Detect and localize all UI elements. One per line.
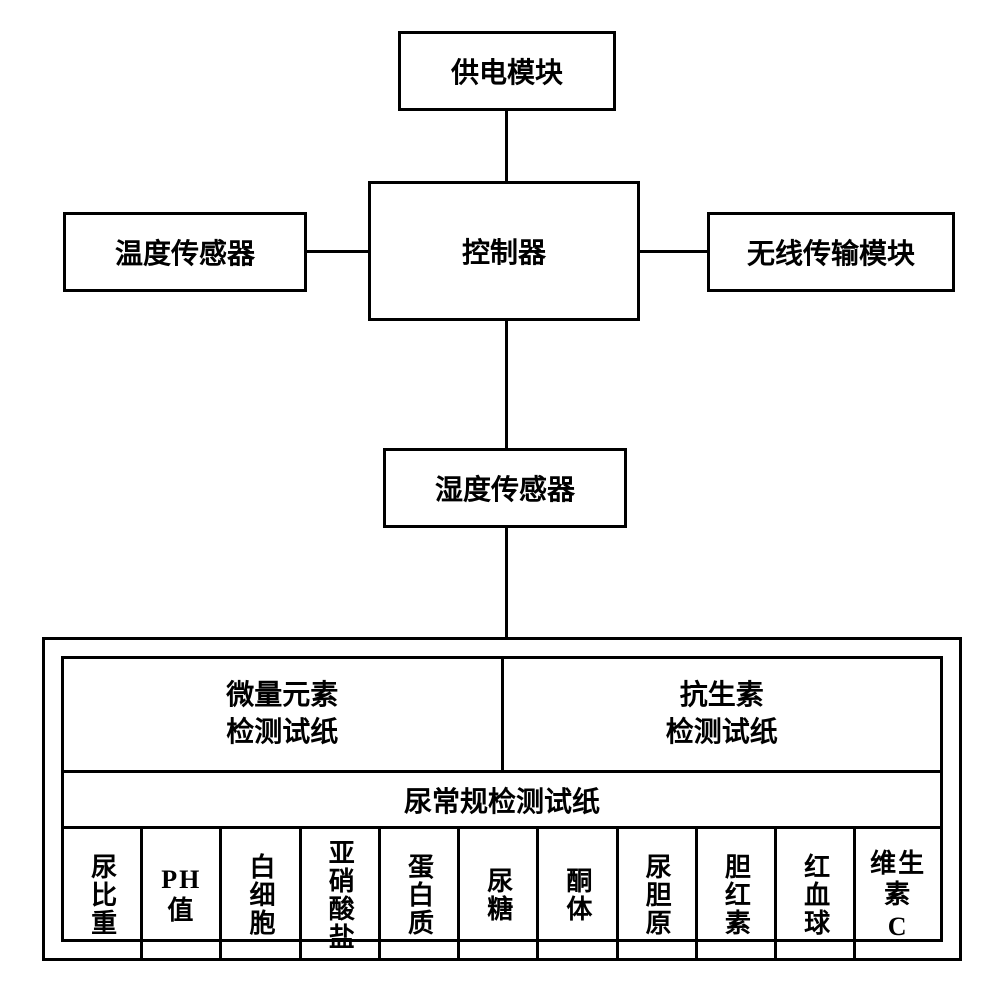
temp-sensor-label: 温度传感器	[115, 232, 255, 272]
edge-controller-wireless	[640, 250, 707, 253]
routine-test-label: 尿常规检测试纸	[404, 780, 600, 820]
edge-power-controller	[505, 111, 508, 181]
test-panel-top-row: 微量元素 检测试纸 抗生素 检测试纸	[64, 659, 940, 773]
controller-label: 控制器	[462, 231, 546, 271]
item-urobilinogen: 尿胆原	[619, 829, 698, 961]
temp-sensor-node: 温度传感器	[63, 212, 307, 292]
power-module-label: 供电模块	[451, 51, 563, 91]
controller-node: 控制器	[368, 181, 640, 321]
item-bilirubin: 胆红素	[698, 829, 777, 961]
item-leukocyte: 白细胞	[222, 829, 301, 961]
test-strip-panel: 微量元素 检测试纸 抗生素 检测试纸 尿常规检测试纸 尿比重 PH 值 白细胞 …	[42, 637, 962, 961]
item-vitamin-c: 维生素 C	[856, 829, 940, 961]
power-module-node: 供电模块	[398, 31, 616, 111]
trace-element-strip: 微量元素 检测试纸	[64, 659, 504, 773]
item-nitrite: 亚硝酸盐	[302, 829, 381, 961]
routine-items-row: 尿比重 PH 值 白细胞 亚硝酸盐 蛋白质 尿糖 酮体 尿胆原 胆红素 红血球 …	[64, 829, 940, 961]
edge-humidity-panel	[505, 528, 508, 637]
humidity-sensor-label: 湿度传感器	[435, 468, 575, 508]
item-protein: 蛋白质	[381, 829, 460, 961]
wireless-module-label: 无线传输模块	[747, 232, 915, 272]
item-ph: PH 值	[143, 829, 222, 961]
wireless-module-node: 无线传输模块	[707, 212, 955, 292]
item-specific-gravity: 尿比重	[64, 829, 143, 961]
item-erythrocyte: 红血球	[777, 829, 856, 961]
item-glucose: 尿糖	[460, 829, 539, 961]
edge-controller-humidity	[505, 321, 508, 448]
item-ketone: 酮体	[539, 829, 618, 961]
antibiotic-strip: 抗生素 检测试纸	[504, 659, 941, 773]
humidity-sensor-node: 湿度传感器	[383, 448, 627, 528]
edge-temp-controller	[307, 250, 368, 253]
routine-test-header: 尿常规检测试纸	[64, 773, 940, 829]
trace-element-label: 微量元素 检测试纸	[226, 678, 338, 751]
antibiotic-label: 抗生素 检测试纸	[666, 678, 778, 751]
